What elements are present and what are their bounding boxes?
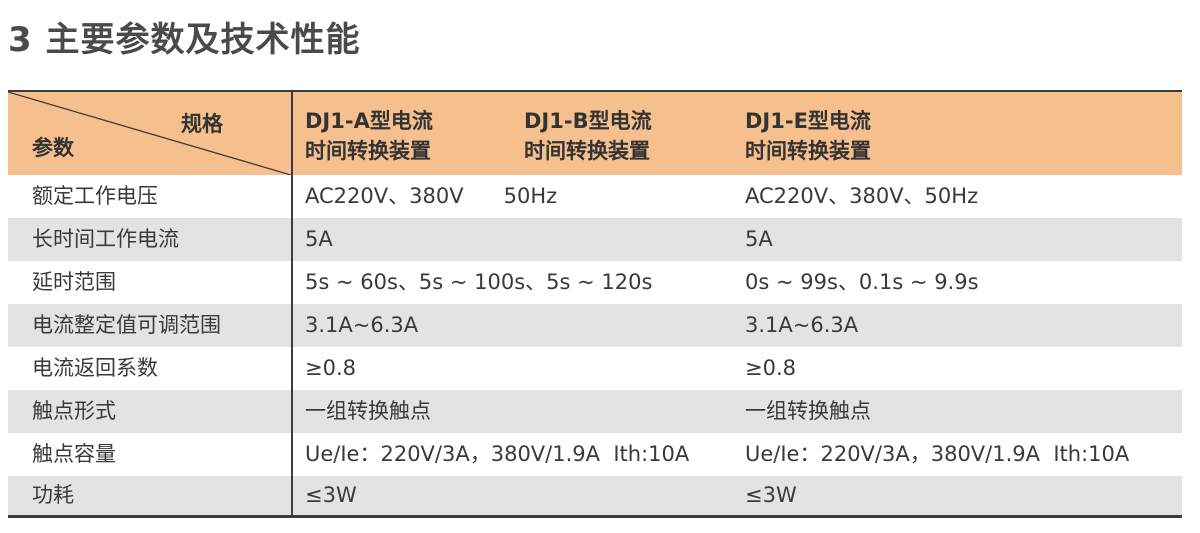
model-b-line2: 时间转换装置 bbox=[524, 139, 650, 163]
table-row: 电流返回系数 ≥0.8 ≥0.8 bbox=[8, 347, 1182, 390]
model-b-line1: DJ1-B型电流 bbox=[524, 109, 652, 133]
value-ab: ≥0.8 bbox=[305, 356, 356, 380]
value-ab: 5s ~ 60s、5s ~ 100s、5s ~ 120s bbox=[305, 270, 653, 294]
row-label: 功耗 bbox=[32, 483, 74, 507]
table-row: 延时范围 5s ~ 60s、5s ~ 100s、5s ~ 120s 0s ~ 9… bbox=[8, 261, 1182, 304]
model-e-line2: 时间转换装置 bbox=[745, 139, 871, 163]
diagonal-divider bbox=[8, 92, 291, 175]
row-label: 触点容量 bbox=[32, 442, 116, 466]
table-row: 额定工作电压 AC220V、380V 50Hz AC220V、380V、50Hz bbox=[8, 175, 1182, 218]
column-divider bbox=[291, 92, 293, 515]
value-e: 0s ~ 99s、0.1s ~ 9.9s bbox=[745, 270, 979, 294]
corner-label-param: 参数 bbox=[32, 136, 74, 160]
row-label: 额定工作电压 bbox=[32, 184, 158, 208]
model-a-line1: DJ1-A型电流 bbox=[305, 109, 433, 133]
corner-label-spec: 规格 bbox=[181, 112, 223, 136]
value-ab: AC220V、380V 50Hz bbox=[305, 184, 558, 208]
table-header-row: 规格 参数 DJ1-A型电流 时间转换装置 DJ1-B型电流 时间转换装置 DJ… bbox=[8, 92, 1182, 175]
row-label: 延时范围 bbox=[32, 270, 116, 294]
table-row: 电流整定值可调范围 3.1A~6.3A 3.1A~6.3A bbox=[8, 304, 1182, 347]
page-title: 3 主要参数及技术性能 bbox=[8, 20, 361, 60]
value-e: ≤3W bbox=[745, 483, 797, 507]
value-e: Ue/Ie：220V/3A，380V/1.9A Ith:10A bbox=[745, 442, 1130, 466]
model-e-line1: DJ1-E型电流 bbox=[745, 109, 871, 133]
row-label: 电流整定值可调范围 bbox=[32, 313, 221, 337]
table-row: 触点形式 一组转换触点 一组转换触点 bbox=[8, 390, 1182, 433]
table-row: 功耗 ≤3W ≤3W bbox=[8, 476, 1182, 515]
model-a-line2: 时间转换装置 bbox=[305, 139, 431, 163]
header-model-b: DJ1-B型电流 时间转换装置 bbox=[524, 106, 652, 166]
table-row: 触点容量 Ue/Ie：220V/3A，380V/1.9A Ith:10A Ue/… bbox=[8, 433, 1182, 476]
value-ab: 一组转换触点 bbox=[305, 399, 431, 423]
table-top-rule bbox=[8, 90, 1182, 92]
value-e: ≥0.8 bbox=[745, 356, 796, 380]
value-e: 一组转换触点 bbox=[745, 399, 871, 423]
value-e: AC220V、380V、50Hz bbox=[745, 184, 979, 208]
row-label: 电流返回系数 bbox=[32, 356, 158, 380]
header-model-e: DJ1-E型电流 时间转换装置 bbox=[745, 106, 871, 166]
row-label: 长时间工作电流 bbox=[32, 227, 179, 251]
value-ab: 5A bbox=[305, 227, 333, 251]
value-ab: Ue/Ie：220V/3A，380V/1.9A Ith:10A bbox=[305, 442, 690, 466]
value-ab: 3.1A~6.3A bbox=[305, 313, 419, 337]
row-label: 触点形式 bbox=[32, 399, 116, 423]
header-model-a: DJ1-A型电流 时间转换装置 bbox=[305, 106, 433, 166]
table-bottom-rule bbox=[8, 515, 1182, 518]
value-e: 3.1A~6.3A bbox=[745, 313, 859, 337]
header-corner-cell: 规格 参数 bbox=[8, 92, 291, 175]
value-ab: ≤3W bbox=[305, 483, 357, 507]
table-row: 长时间工作电流 5A 5A bbox=[8, 218, 1182, 261]
value-e: 5A bbox=[745, 227, 773, 251]
